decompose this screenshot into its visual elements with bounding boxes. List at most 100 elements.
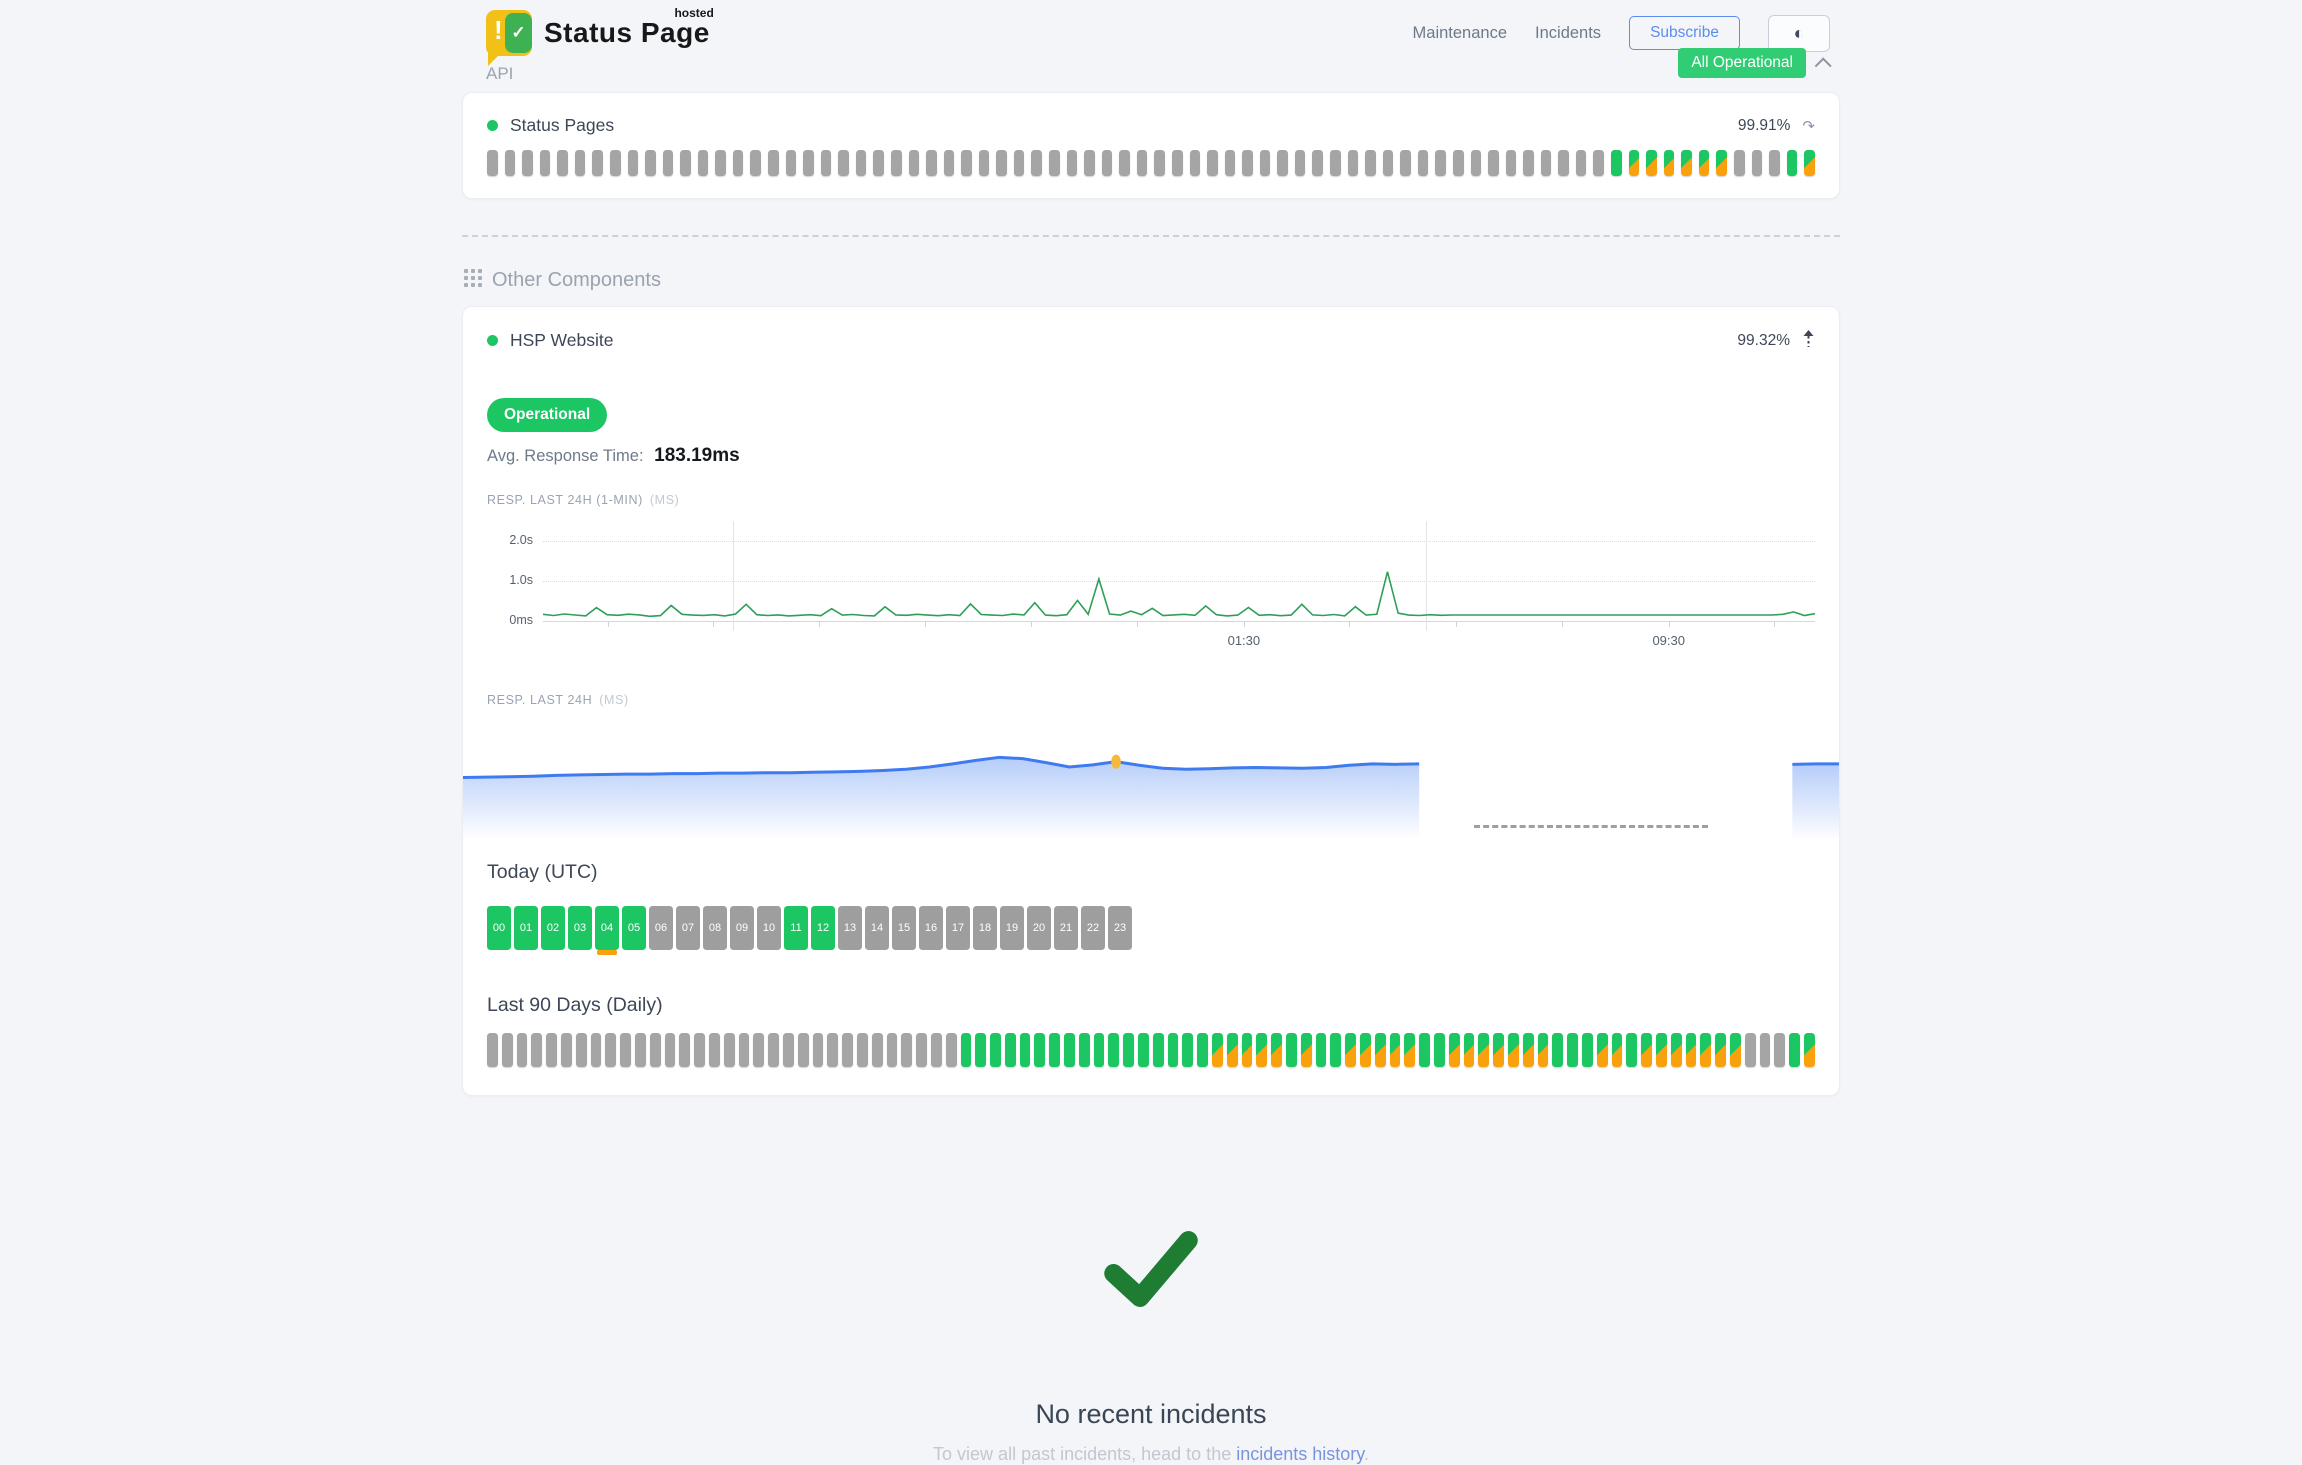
uptime-bar-operational[interactable] [1581, 1033, 1593, 1067]
uptime-bar-no-data[interactable] [645, 150, 656, 176]
hour-box-17[interactable]: 17 [946, 906, 970, 950]
uptime-bar-no-data[interactable] [627, 150, 639, 176]
uptime-bar-no-data[interactable] [697, 150, 709, 176]
hour-box-15[interactable]: 15 [892, 906, 916, 950]
uptime-bar-no-data[interactable] [886, 1033, 898, 1067]
uptime-bar-no-data[interactable] [916, 1033, 927, 1067]
uptime-bar-degraded[interactable] [1641, 1033, 1652, 1067]
uptime-bar-degraded[interactable] [1803, 1033, 1815, 1067]
hour-box-05[interactable]: 05 [622, 906, 646, 950]
uptime-bar-no-data[interactable] [753, 1033, 765, 1067]
uptime-bar-operational[interactable] [1123, 1033, 1135, 1067]
hour-box-22[interactable]: 22 [1081, 906, 1105, 950]
uptime-bar-degraded[interactable] [1685, 1033, 1697, 1067]
uptime-bar-no-data[interactable] [1049, 150, 1060, 176]
uptime-bar-no-data[interactable] [574, 150, 586, 176]
uptime-bar-no-data[interactable] [1488, 150, 1499, 176]
uptime-bar-no-data[interactable] [943, 150, 955, 176]
uptime-bar-degraded[interactable] [1389, 1033, 1401, 1067]
uptime-bar-no-data[interactable] [768, 1033, 779, 1067]
uptime-bar-no-data[interactable] [782, 1033, 794, 1067]
uptime-bar-no-data[interactable] [605, 1033, 617, 1067]
line-chart-plot-area[interactable]: 01:30 09:30 [543, 521, 1815, 653]
uptime-bar-no-data[interactable] [723, 1033, 735, 1067]
uptime-bar-no-data[interactable] [812, 1033, 824, 1067]
uptime-bar-degraded[interactable] [1226, 1033, 1238, 1067]
hour-box-23[interactable]: 23 [1108, 906, 1132, 950]
uptime-bar-no-data[interactable] [838, 150, 849, 176]
uptime-bar-no-data[interactable] [1733, 150, 1745, 176]
uptime-bar-no-data[interactable] [531, 1033, 543, 1067]
hour-box-19[interactable]: 19 [1000, 906, 1024, 950]
uptime-bar-no-data[interactable] [797, 1033, 809, 1067]
uptime-bar-degraded[interactable] [1271, 1033, 1283, 1067]
uptime-bar-no-data[interactable] [694, 1033, 705, 1067]
nav-incidents[interactable]: Incidents [1535, 23, 1602, 42]
uptime-bar-degraded[interactable] [1493, 1033, 1504, 1067]
uptime-bar-degraded[interactable] [1522, 1033, 1534, 1067]
uptime-bar-no-data[interactable] [820, 150, 832, 176]
uptime-bar-degraded[interactable] [1212, 1033, 1223, 1067]
uptime-bar-no-data[interactable] [855, 150, 867, 176]
uptime-bar-no-data[interactable] [590, 1033, 602, 1067]
uptime-bar-operational[interactable] [1197, 1033, 1209, 1067]
uptime-bar-no-data[interactable] [1470, 150, 1482, 176]
uptime-bar-no-data[interactable] [609, 150, 621, 176]
uptime-bar-operational[interactable] [1330, 1033, 1342, 1067]
uptime-bar-no-data[interactable] [634, 1033, 646, 1067]
uptime-bar-no-data[interactable] [1452, 150, 1464, 176]
uptime-bar-no-data[interactable] [1330, 150, 1341, 176]
uptime-bar-operational[interactable] [1034, 1033, 1046, 1067]
uptime-bar-degraded[interactable] [1345, 1033, 1357, 1067]
uptime-bar-degraded[interactable] [1404, 1033, 1416, 1067]
uptime-bar-no-data[interactable] [516, 1033, 528, 1067]
hour-box-07[interactable]: 07 [676, 906, 700, 950]
uptime-bar-no-data[interactable] [1259, 150, 1271, 176]
uptime-bar-no-data[interactable] [662, 150, 674, 176]
uptime-bar-no-data[interactable] [592, 150, 603, 176]
subscribe-button[interactable]: Subscribe [1629, 16, 1740, 50]
uptime-bar-degraded[interactable] [1448, 1033, 1460, 1067]
uptime-bar-operational[interactable] [1093, 1033, 1105, 1067]
uptime-bar-no-data[interactable] [996, 150, 1007, 176]
hour-box-00[interactable]: 00 [487, 906, 511, 950]
hour-box-03[interactable]: 03 [568, 906, 592, 950]
uptime-bar-operational[interactable] [1019, 1033, 1031, 1067]
hour-box-18[interactable]: 18 [973, 906, 997, 950]
theme-toggle-button[interactable]: ◐ [1768, 14, 1830, 52]
uptime-bar-no-data[interactable] [842, 1033, 853, 1067]
hour-box-10[interactable]: 10 [757, 906, 781, 950]
uptime-bar-no-data[interactable] [546, 1033, 557, 1067]
uptime-bar-no-data[interactable] [871, 1033, 883, 1067]
uptime-bar-no-data[interactable] [1523, 150, 1534, 176]
uptime-bar-no-data[interactable] [1382, 150, 1394, 176]
uptime-bar-no-data[interactable] [557, 150, 568, 176]
uptime-bar-no-data[interactable] [539, 150, 551, 176]
uptime-bar-no-data[interactable] [785, 150, 797, 176]
uptime-bar-no-data[interactable] [1242, 150, 1253, 176]
uptime-bar-no-data[interactable] [715, 150, 726, 176]
uptime-bar-operational[interactable] [1286, 1033, 1297, 1067]
uptime-bar-operational[interactable] [1108, 1033, 1120, 1067]
uptime-bar-no-data[interactable] [575, 1033, 587, 1067]
uptime-bar-no-data[interactable] [504, 150, 516, 176]
uptime-bar-no-data[interactable] [1101, 150, 1113, 176]
uptime-bar-degraded[interactable] [1507, 1033, 1519, 1067]
hour-box-04[interactable]: 04 [595, 906, 619, 955]
hour-box-21[interactable]: 21 [1054, 906, 1078, 950]
uptime-bar-no-data[interactable] [1154, 150, 1165, 176]
uptime-bar-no-data[interactable] [1084, 150, 1095, 176]
hour-box-08[interactable]: 08 [703, 906, 727, 950]
uptime-bar-no-data[interactable] [1136, 150, 1148, 176]
uptime-bar-no-data[interactable] [768, 150, 779, 176]
uptime-bar-degraded[interactable] [1463, 1033, 1475, 1067]
uptime-bar-degraded[interactable] [1628, 150, 1640, 176]
uptime-bar-no-data[interactable] [679, 1033, 691, 1067]
uptime-bar-operational[interactable] [975, 1033, 987, 1067]
hour-box-13[interactable]: 13 [838, 906, 862, 950]
uptime-bar-no-data[interactable] [732, 150, 744, 176]
uptime-bar-no-data[interactable] [1744, 1033, 1756, 1067]
uptime-bar-no-data[interactable] [1207, 150, 1218, 176]
uptime-bar-no-data[interactable] [522, 150, 533, 176]
uptime-bar-degraded[interactable] [1681, 150, 1692, 176]
